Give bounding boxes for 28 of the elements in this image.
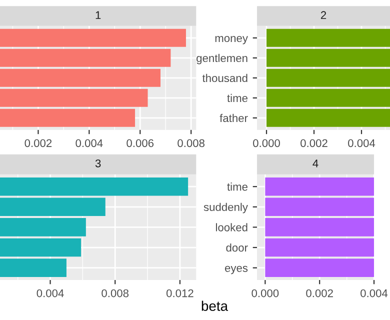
x-tick-label: 0.012 bbox=[166, 289, 194, 298]
x-tick-label: 0.004 bbox=[348, 139, 376, 148]
x-tick-label: 0.008 bbox=[102, 289, 129, 298]
y-tick-label: gentlemen bbox=[196, 54, 248, 64]
x-tick-label: 0.006 bbox=[126, 139, 154, 148]
x-tick-label: 0.008 bbox=[178, 139, 204, 148]
y-tick-label: time bbox=[227, 182, 248, 191]
x-tick-label: 0.002 bbox=[306, 289, 333, 298]
y-tick-label: suddenly bbox=[204, 202, 248, 214]
y-tick-label: father bbox=[220, 114, 248, 122]
y-tick-label: thousand bbox=[202, 74, 248, 82]
y-tick-label: looked bbox=[216, 223, 248, 232]
y-tick-label: eyes bbox=[224, 266, 248, 274]
y-tick-label: money bbox=[215, 36, 248, 44]
x-tick-label: 0.000 bbox=[252, 289, 279, 298]
chart-title: 2 bbox=[320, 11, 326, 19]
x-tick-label: 0.002 bbox=[300, 139, 328, 148]
chart-title: 4 bbox=[312, 160, 318, 168]
y-tick-label: time bbox=[227, 94, 248, 102]
chart-title: 1 bbox=[96, 11, 101, 19]
x-tick-label: 0.004 bbox=[360, 289, 388, 298]
x-tick-label: 0.004 bbox=[76, 139, 103, 148]
y-tick-label: door bbox=[226, 243, 248, 252]
x-axis-title: beta bbox=[202, 300, 228, 311]
x-tick-label: 0.000 bbox=[253, 139, 280, 148]
chart-title: 3 bbox=[95, 159, 101, 168]
x-tick-label: 0.004 bbox=[36, 289, 64, 298]
x-tick-label: 0.002 bbox=[24, 139, 52, 148]
